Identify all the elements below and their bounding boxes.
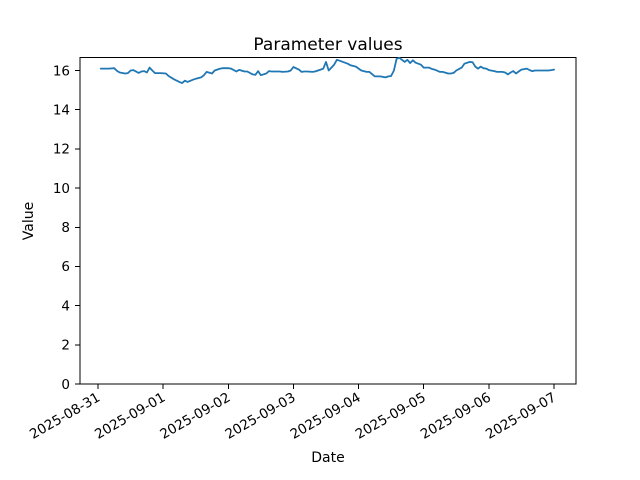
x-axis-label: Date xyxy=(311,450,344,466)
data-line xyxy=(99,56,555,84)
y-axis-label: Value xyxy=(21,202,37,240)
y-tick-label: 0 xyxy=(61,377,70,393)
y-tick-label: 14 xyxy=(53,103,70,119)
x-tick-label: 2025-09-03 xyxy=(222,390,298,443)
y-tick-label: 2 xyxy=(61,338,70,354)
y-tick-label: 8 xyxy=(61,220,70,236)
chart-title: Parameter values xyxy=(253,35,402,55)
y-tick-label: 10 xyxy=(53,181,70,197)
y-tick-label: 6 xyxy=(61,259,70,275)
x-tick-label: 2025-09-05 xyxy=(353,390,429,443)
x-tick-label: 2025-09-06 xyxy=(418,390,494,443)
plot-area: 02468101214162025-08-312025-09-012025-09… xyxy=(27,56,577,443)
y-tick-label: 12 xyxy=(53,142,70,158)
x-tick-label: 2025-08-31 xyxy=(27,390,103,443)
y-tick-label: 4 xyxy=(61,298,70,314)
x-tick-label: 2025-09-04 xyxy=(288,390,364,443)
x-tick-label: 2025-09-02 xyxy=(157,390,233,443)
x-tick-label: 2025-09-01 xyxy=(92,390,168,443)
x-tick-label: 2025-09-07 xyxy=(483,390,559,443)
y-tick-label: 16 xyxy=(53,63,70,79)
axes-frame xyxy=(79,57,577,385)
